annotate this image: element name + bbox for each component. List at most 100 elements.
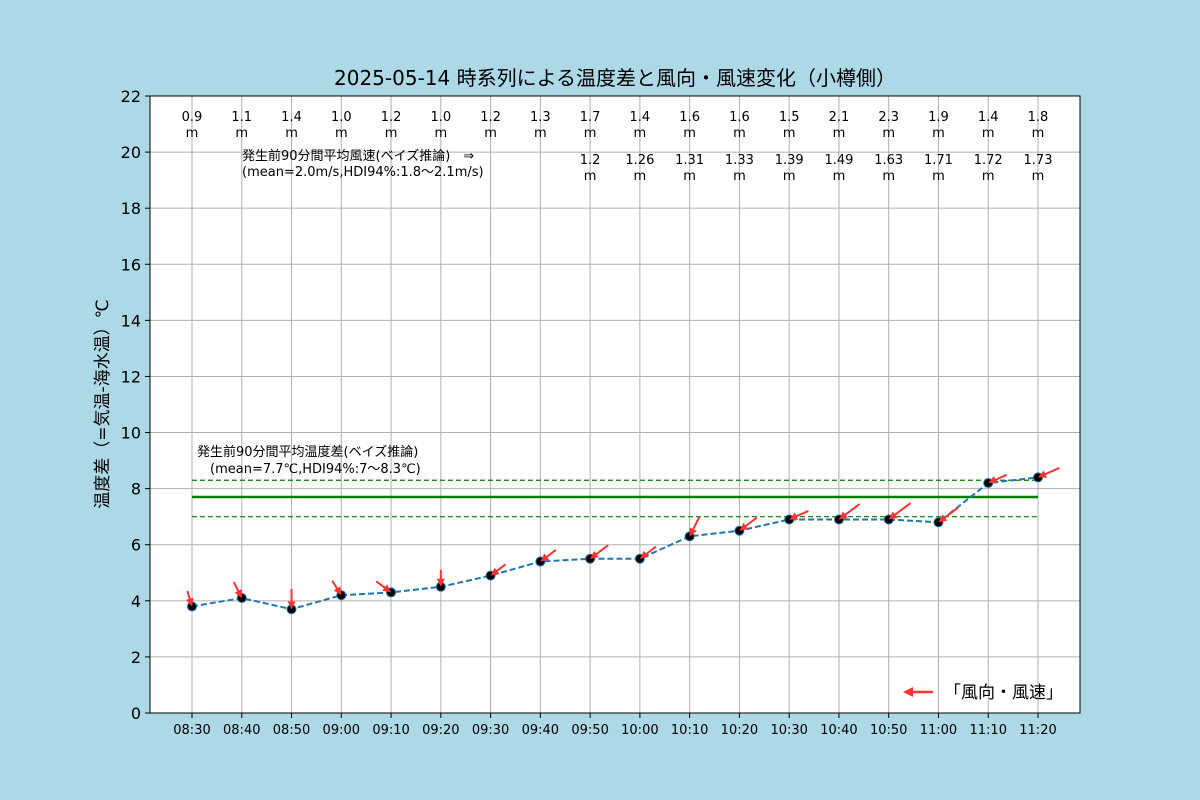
y-tick-label: 10 [121, 424, 141, 443]
rolling-wind-unit: m [982, 169, 995, 184]
x-tick-label: 10:10 [671, 723, 708, 738]
wind-speed-unit: m [932, 126, 945, 141]
wind-arrowhead [938, 514, 948, 523]
rolling-wind-unit: m [634, 169, 647, 184]
rolling-wind-label: 1.39 [775, 153, 804, 168]
rolling-wind-label: 1.72 [974, 153, 1003, 168]
y-tick-label: 12 [121, 367, 141, 386]
wind-speed-unit: m [683, 126, 696, 141]
wind-arrowhead [988, 476, 998, 484]
wind-speed-label: 1.7 [580, 110, 601, 125]
x-tick-label: 09:50 [571, 723, 608, 738]
wind-arrow [842, 503, 861, 518]
rolling-wind-label: 1.26 [625, 153, 654, 168]
wind-arrowhead [739, 522, 749, 531]
wind-speed-label: 1.0 [430, 110, 451, 125]
wind-speed-unit: m [235, 126, 248, 141]
y-tick-label: 18 [121, 199, 141, 218]
x-tick-label: 09:30 [472, 723, 509, 738]
rolling-wind-label: 1.71 [924, 153, 953, 168]
y-tick-label: 2 [131, 648, 141, 667]
wind-arrow [892, 502, 912, 518]
plot-area [150, 96, 1080, 713]
rolling-wind-label: 1.33 [725, 153, 754, 168]
x-tick-label: 11:20 [1019, 723, 1056, 738]
rolling-wind-label: 1.31 [675, 153, 704, 168]
wind-speed-unit: m [335, 126, 348, 141]
x-tick-label: 08:40 [223, 723, 260, 738]
wind-speed-unit: m [733, 126, 746, 141]
rolling-wind-unit: m [882, 169, 895, 184]
wind-arrowhead [639, 550, 649, 559]
wind-arrow [1042, 467, 1060, 477]
wind-arrowhead [234, 589, 242, 599]
x-tick-label: 08:30 [173, 723, 210, 738]
wind-arrowhead [590, 550, 599, 559]
series-line [191, 476, 1039, 611]
wind-arrowhead [888, 511, 898, 520]
wind-speed-label: 1.0 [331, 110, 352, 125]
rolling-wind-label: 1.2 [580, 153, 601, 168]
wind-speed-label: 1.5 [779, 110, 800, 125]
x-tick-label: 09:40 [522, 723, 559, 738]
wind-labels: 0.9m1.1m1.4m1.0m1.2m1.0m1.2m1.3m1.7m1.4m… [182, 110, 1053, 184]
wind-speed-label: 1.2 [381, 110, 402, 125]
wind-arrowhead [287, 601, 296, 610]
wind-arrowhead [490, 567, 500, 576]
wind-speed-unit: m [534, 126, 547, 141]
y-tick-label: 20 [121, 143, 141, 162]
wind-speed-unit: m [484, 126, 497, 141]
reference-lines [192, 479, 1038, 518]
x-tick-label: 10:50 [870, 723, 907, 738]
wind-speed-unit: m [385, 126, 398, 141]
wind-arrowhead [789, 512, 799, 520]
rolling-wind-label: 1.73 [1024, 153, 1053, 168]
x-tick-label: 08:50 [273, 723, 310, 738]
wind-arrowhead [185, 597, 194, 607]
annotation-line: (mean=7.7℃,HDI94%:7〜8.3℃) [197, 462, 421, 477]
rolling-wind-unit: m [932, 169, 945, 184]
wind-annotation: 発生前90分間平均風速(ベイズ推論) ⇒ (mean=2.0m/s,HDI94%:… [242, 148, 484, 180]
rolling-wind-unit: m [833, 169, 846, 184]
y-tick-label: 16 [121, 255, 141, 274]
y-tick-label: 8 [131, 480, 141, 499]
temp-annotation: 発生前90分間平均温度差(ベイズ推論) (mean=7.7℃,HDI94%:7〜… [197, 444, 421, 477]
wind-speed-unit: m [783, 126, 796, 141]
wind-speed-label: 1.4 [630, 110, 651, 125]
rolling-wind-label: 1.63 [874, 153, 903, 168]
y-tick-label: 0 [131, 704, 141, 723]
wind-speed-label: 1.4 [281, 110, 302, 125]
wind-speed-unit: m [186, 126, 199, 141]
wind-arrowhead [382, 584, 392, 593]
annotation-line: 発生前90分間平均風速(ベイズ推論) ⇒ [242, 148, 474, 164]
x-tick-label: 09:00 [323, 723, 360, 738]
wind-speed-label: 1.4 [978, 110, 999, 125]
wind-speed-label: 1.2 [480, 110, 501, 125]
wind-speed-unit: m [434, 126, 447, 141]
x-tick-label: 10:00 [621, 723, 658, 738]
x-tick-label: 09:20 [422, 723, 459, 738]
wind-speed-label: 1.1 [231, 110, 252, 125]
y-tick-label: 6 [131, 536, 141, 555]
wind-arrowhead [333, 586, 342, 596]
wind-speed-label: 2.3 [878, 110, 899, 125]
wind-speed-label: 1.3 [530, 110, 551, 125]
wind-speed-label: 2.1 [829, 110, 850, 125]
y-axis-label: 温度差（=気温-海水温）℃ [93, 299, 113, 508]
chart-title: 2025-05-14 時系列による温度差と風向・風速変化（小樽側） [334, 66, 896, 90]
legend: 「風向・風速」 [903, 683, 1063, 703]
wind-arrow [941, 506, 959, 521]
legend-label: 「風向・風速」 [944, 683, 1063, 703]
wind-speed-label: 1.9 [928, 110, 949, 125]
x-tick-label: 11:10 [970, 723, 1007, 738]
x-tick-label: 09:10 [372, 723, 409, 738]
axes: 0 2 4 6 8 10 12 14 16 18 20 22 08:30 08:40 08:50 09:00 0… [121, 87, 1057, 738]
x-tick-label: 10:20 [721, 723, 758, 738]
wind-arrowhead [436, 578, 445, 587]
wind-arrowhead [540, 553, 550, 562]
rolling-wind-unit: m [783, 169, 796, 184]
wind-arrowhead [838, 511, 848, 520]
legend-arrowhead-icon [903, 687, 913, 697]
wind-speed-unit: m [584, 126, 597, 141]
